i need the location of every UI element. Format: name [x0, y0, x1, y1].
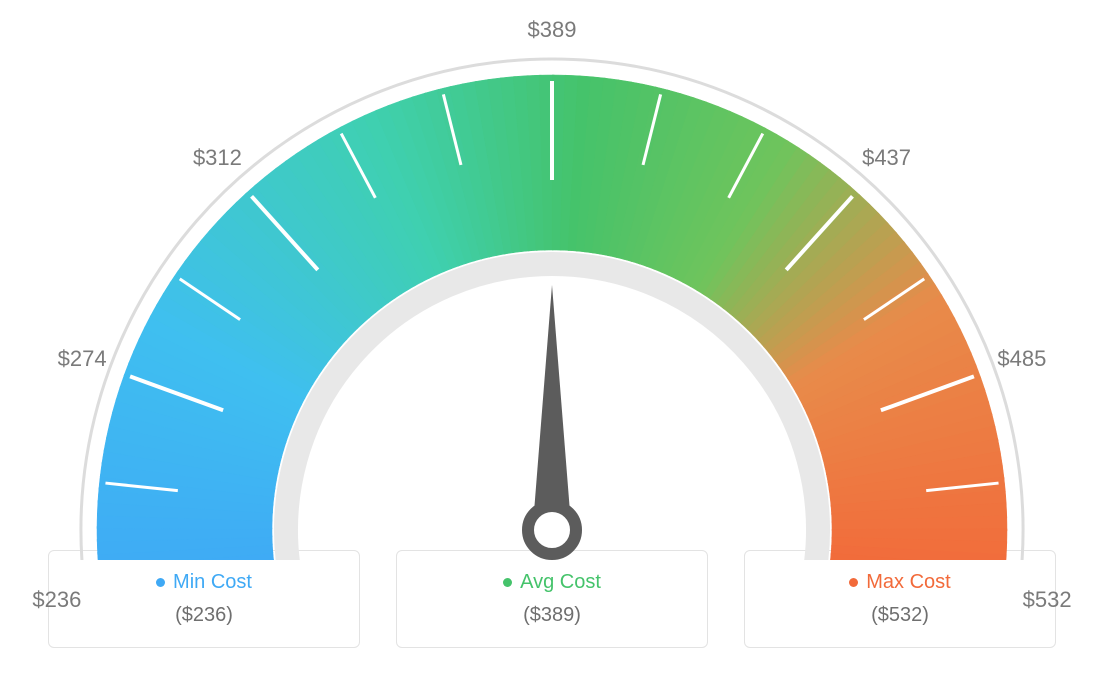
gauge-chart: $236$274$312$389$437$485$532 [0, 0, 1104, 560]
legend-label-min: Min Cost [173, 571, 252, 594]
legend-dot-min [156, 578, 165, 587]
legend-label-avg: Avg Cost [520, 571, 601, 594]
legend-card-min: Min Cost ($236) [48, 550, 360, 648]
legend-value-min: ($236) [175, 604, 233, 627]
legend-label-max: Max Cost [866, 571, 950, 594]
legend-title-avg: Avg Cost [503, 571, 601, 594]
legend-dot-avg [503, 578, 512, 587]
legend-title-max: Max Cost [849, 571, 950, 594]
legend-value-max: ($532) [871, 604, 929, 627]
legend-title-min: Min Cost [156, 571, 252, 594]
gauge-tick-label: $236 [32, 587, 81, 613]
legend-value-avg: ($389) [523, 604, 581, 627]
legend-row: Min Cost ($236) Avg Cost ($389) Max Cost… [0, 550, 1104, 648]
gauge-tick-label: $485 [997, 346, 1046, 372]
legend-dot-max [849, 578, 858, 587]
gauge-tick-label: $312 [193, 145, 242, 171]
gauge-tick-label: $274 [58, 346, 107, 372]
legend-card-max: Max Cost ($532) [744, 550, 1056, 648]
gauge-tick-label: $532 [1023, 587, 1072, 613]
legend-card-avg: Avg Cost ($389) [396, 550, 708, 648]
gauge-svg [0, 0, 1104, 560]
gauge-tick-label: $437 [862, 145, 911, 171]
gauge-tick-label: $389 [528, 17, 577, 43]
